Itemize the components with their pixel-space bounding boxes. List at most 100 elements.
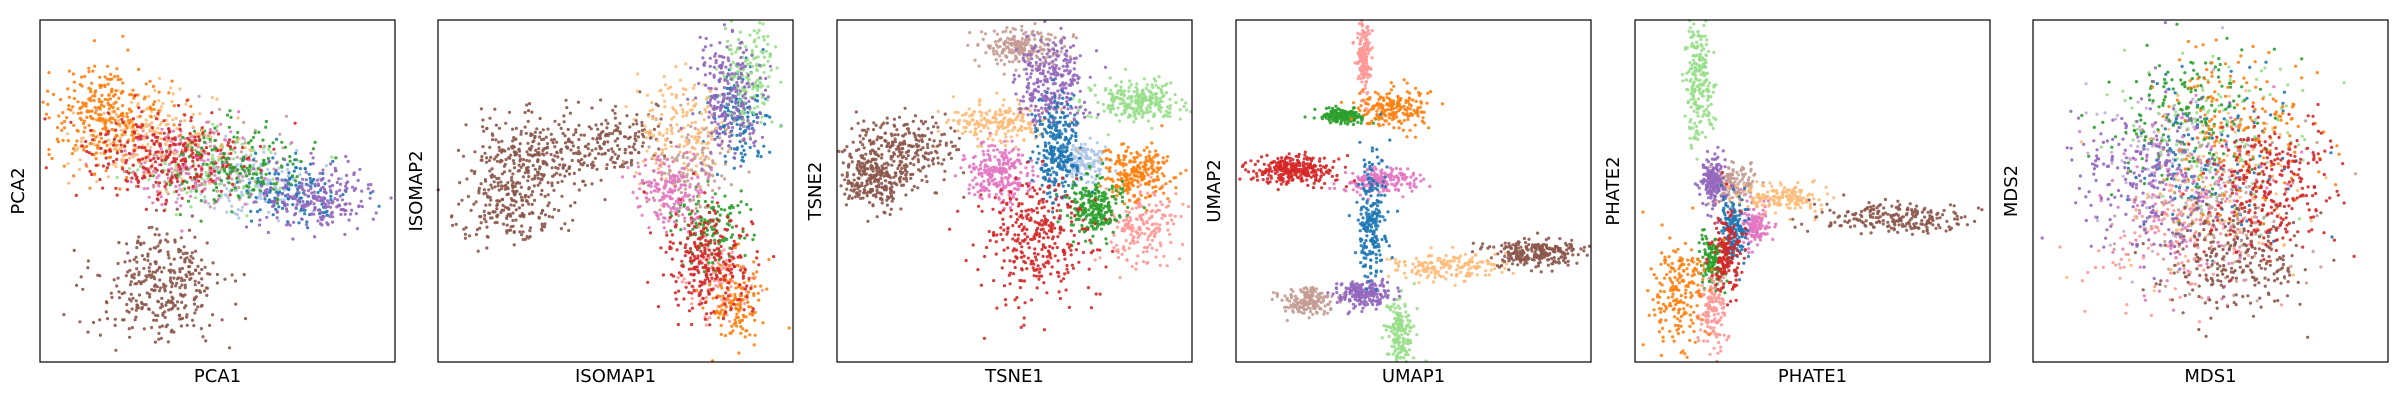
- isomap-point-light-green: [755, 31, 760, 35]
- isomap-point-light-orange: [681, 107, 685, 112]
- isomap-point-red: [684, 243, 688, 247]
- pca-point-light-orange: [141, 127, 145, 131]
- pca-point-orange: [67, 69, 71, 73]
- pca-point-purple: [323, 206, 328, 210]
- pca-point-red: [258, 144, 263, 149]
- pca-point-light-brown: [95, 108, 99, 112]
- pca-point-red: [230, 182, 235, 186]
- isomap-point-pink: [704, 172, 708, 176]
- tsne-point-light-red: [1116, 256, 1120, 260]
- isomap-point-brown: [466, 194, 470, 199]
- pca-point-green: [168, 183, 172, 187]
- isomap-point-purple: [709, 150, 713, 154]
- pca-point-pink: [208, 128, 212, 132]
- isomap-point-light-orange: [678, 143, 682, 147]
- isomap-point-purple: [723, 132, 728, 136]
- pca-point-purple: [293, 213, 297, 217]
- pca-point-light-green: [138, 164, 143, 168]
- isomap-point-red: [726, 294, 731, 298]
- isomap-point-purple: [696, 67, 700, 71]
- pca-point-orange: [97, 140, 101, 144]
- isomap-point-brown: [541, 224, 545, 229]
- isomap-point-purple: [725, 45, 729, 49]
- isomap-point-pink: [674, 144, 679, 149]
- isomap-point-purple: [733, 100, 738, 104]
- isomap-point-brown: [629, 160, 633, 165]
- pca-point-purple: [339, 208, 343, 212]
- pca-point-purple: [270, 199, 274, 203]
- isomap-point-red: [672, 274, 676, 278]
- tsne-point-light-blue: [1070, 175, 1075, 179]
- pca-point-purple: [300, 217, 304, 221]
- pca-point-orange: [72, 123, 76, 127]
- isomap-point-brown: [484, 220, 488, 224]
- pca-point-light-brown: [218, 107, 222, 111]
- isomap-point-brown: [483, 213, 487, 217]
- isomap-point-purple: [721, 61, 725, 65]
- pca-point-green: [229, 115, 233, 119]
- pca-point-red: [123, 144, 127, 148]
- pca-point-light-orange: [135, 129, 139, 133]
- isomap-point-brown: [489, 155, 493, 159]
- pca-point-pink: [219, 152, 223, 156]
- isomap-point-purple: [739, 72, 743, 76]
- pca-point-brown: [136, 239, 140, 243]
- isomap-point-light-orange: [699, 112, 703, 116]
- pca-point-orange: [98, 75, 102, 79]
- isomap-point-brown: [524, 194, 528, 198]
- isomap-point-orange: [735, 315, 739, 319]
- isomap-point-brown: [469, 208, 473, 212]
- pca-point-orange: [80, 84, 84, 88]
- isomap-point-orange: [753, 318, 757, 322]
- pca-point-red: [219, 189, 223, 193]
- isomap-point-brown: [479, 158, 483, 162]
- pca-point-light-blue: [239, 193, 244, 197]
- isomap-point-purple: [757, 63, 762, 67]
- isomap-point-brown: [497, 126, 502, 130]
- pca-point-green: [176, 173, 180, 177]
- pca-point-purple: [356, 178, 360, 183]
- pca-point-purple: [321, 199, 325, 204]
- tsne-point-light-orange: [963, 113, 968, 117]
- isomap-point-red: [745, 295, 749, 299]
- tsne-point-light-blue: [1099, 168, 1103, 172]
- isomap-point-blue: [715, 172, 720, 177]
- pca-point-red: [125, 158, 129, 162]
- pca-point-light-green: [172, 190, 176, 194]
- isomap-point-red: [713, 241, 717, 245]
- pca-point-green: [256, 167, 260, 171]
- isomap-point-brown: [487, 159, 491, 163]
- pca-point-blue: [277, 205, 281, 209]
- isomap-point-brown: [490, 167, 494, 171]
- isomap-point-brown: [539, 177, 543, 181]
- isomap-point-orange: [727, 263, 732, 267]
- pca-point-brown: [208, 323, 212, 327]
- pca-point-pink: [155, 189, 160, 194]
- isomap-point-pink: [692, 152, 696, 156]
- pca-point-pink: [249, 193, 253, 197]
- isomap-point-light-brown: [636, 161, 640, 165]
- isomap-point-purple: [716, 122, 720, 126]
- pca-point-purple: [285, 209, 289, 213]
- pca-point-orange: [137, 67, 141, 71]
- pca-point-orange: [125, 176, 129, 180]
- isomap-point-red: [689, 272, 693, 276]
- isomap-point-red: [683, 246, 687, 250]
- isomap-point-red: [690, 221, 694, 225]
- pca-point-brown: [184, 304, 188, 308]
- isomap-point-brown: [634, 138, 638, 143]
- isomap-point-red: [716, 247, 721, 251]
- pca-point-green: [280, 140, 284, 144]
- pca-point-green: [262, 158, 266, 162]
- pca-point-blue: [294, 166, 298, 170]
- pca-point-orange: [108, 97, 112, 101]
- pca-point-pink: [157, 184, 161, 188]
- isomap-point-red: [684, 285, 688, 289]
- isomap-point-light-orange: [684, 113, 689, 118]
- isomap-point-purple: [727, 103, 731, 107]
- pca-point-purple: [286, 193, 290, 197]
- pca-point-purple: [371, 189, 375, 193]
- pca-point-red: [43, 117, 47, 121]
- isomap-point-brown: [585, 164, 590, 168]
- isomap-point-orange: [757, 298, 761, 302]
